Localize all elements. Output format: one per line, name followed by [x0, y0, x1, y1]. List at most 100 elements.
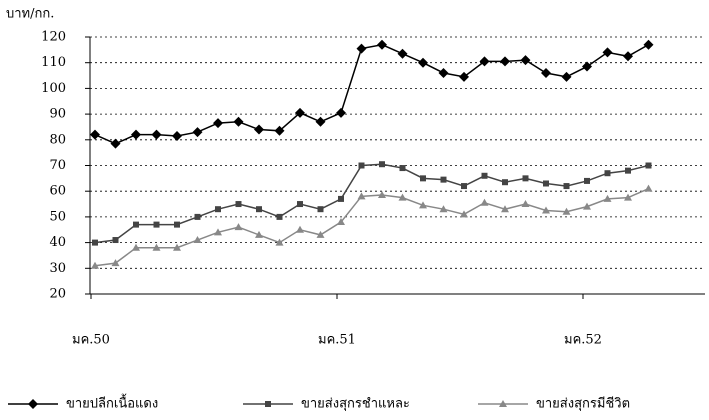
y-tick-label: 70: [49, 158, 66, 173]
marker: [152, 243, 161, 251]
marker: [603, 194, 612, 202]
marker: [602, 47, 613, 58]
series-line: [94, 163, 649, 244]
marker: [399, 165, 406, 172]
marker: [296, 225, 304, 233]
marker: [356, 43, 367, 54]
marker: [358, 162, 365, 169]
marker: [233, 116, 244, 127]
marker: [379, 161, 385, 168]
marker: [624, 193, 632, 201]
y-tick-label: 110: [41, 55, 66, 70]
marker: [480, 198, 489, 206]
marker: [151, 129, 162, 140]
marker: [194, 213, 201, 220]
legend-label: ขายปลีกเนื้อแดง: [66, 394, 158, 412]
marker: [234, 223, 243, 231]
y-tick-label: 50: [49, 209, 66, 224]
marker: [541, 67, 551, 78]
marker: [439, 205, 448, 213]
marker: [276, 213, 283, 220]
marker: [479, 56, 490, 67]
marker: [604, 170, 611, 177]
marker: [90, 129, 100, 140]
marker: [500, 56, 510, 67]
marker: [645, 162, 652, 169]
marker: [542, 206, 550, 214]
marker: [172, 130, 182, 141]
marker: [338, 195, 344, 202]
legend-label: ขายส่งสุกรมีชีวิต: [536, 396, 630, 412]
marker: [92, 239, 98, 246]
marker: [521, 200, 530, 208]
marker: [398, 193, 407, 201]
marker: [438, 67, 449, 78]
marker: [543, 180, 549, 187]
marker: [193, 236, 202, 244]
marker: [522, 175, 529, 182]
x-tick-label: มค.51: [318, 333, 356, 348]
x-tick-label: มค.52: [564, 333, 602, 348]
marker: [643, 39, 654, 50]
marker: [502, 179, 508, 186]
marker: [582, 61, 592, 72]
marker: [112, 237, 119, 244]
marker: [460, 210, 468, 218]
marker: [317, 206, 324, 213]
legend-label: ขายส่งสุกรชำแหละ: [301, 397, 410, 412]
series-line: [94, 43, 649, 145]
marker: [461, 183, 467, 190]
series-line: [94, 187, 649, 267]
y-tick-label: 120: [41, 30, 66, 45]
marker: [173, 243, 181, 251]
marker: [420, 175, 426, 182]
marker: [295, 107, 305, 118]
marker: [583, 202, 591, 210]
marker: [265, 401, 271, 407]
marker: [377, 39, 387, 50]
marker: [132, 243, 140, 251]
marker: [357, 192, 366, 200]
marker: [336, 107, 346, 118]
marker: [316, 230, 325, 238]
marker: [625, 167, 631, 174]
marker: [562, 207, 571, 215]
marker: [275, 238, 284, 246]
marker: [584, 177, 590, 184]
x-tick-label: มค.50: [72, 333, 110, 348]
marker: [459, 71, 469, 82]
marker: [337, 218, 345, 226]
marker: [131, 129, 141, 140]
marker: [418, 57, 428, 68]
marker: [315, 116, 326, 127]
marker: [215, 206, 221, 213]
marker: [255, 230, 263, 238]
marker: [235, 201, 242, 208]
marker: [397, 48, 408, 59]
marker: [419, 201, 427, 209]
marker: [91, 261, 99, 269]
marker: [213, 118, 223, 129]
marker: [254, 124, 264, 135]
y-unit-label: บาท/กก.: [6, 7, 54, 22]
marker: [378, 191, 386, 199]
marker: [623, 51, 633, 62]
marker: [274, 125, 285, 136]
marker: [481, 172, 488, 179]
marker: [174, 221, 180, 228]
y-tick-label: 80: [49, 132, 66, 147]
marker: [153, 221, 160, 228]
marker: [28, 399, 38, 409]
marker: [499, 400, 507, 407]
marker: [563, 183, 570, 190]
marker: [111, 259, 120, 267]
marker: [192, 127, 203, 138]
y-tick-label: 30: [49, 261, 66, 276]
marker: [561, 71, 572, 82]
marker: [501, 205, 509, 213]
y-tick-label: 100: [41, 81, 66, 96]
y-tick-label: 60: [49, 184, 66, 199]
marker: [440, 176, 447, 183]
